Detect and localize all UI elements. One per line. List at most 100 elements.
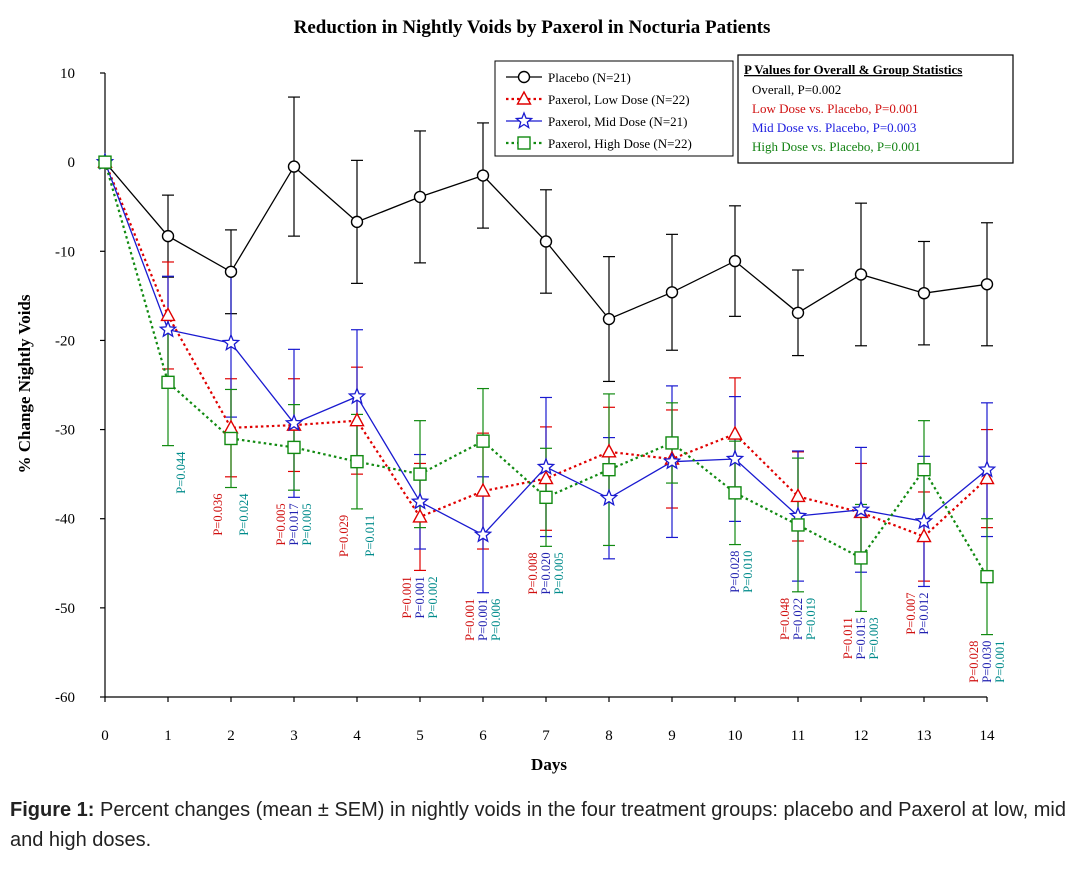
high-marker (665, 436, 679, 450)
p-value-label-high: P=0.044 (174, 451, 188, 494)
legend-marker-placebo (517, 70, 531, 84)
high-marker (476, 434, 490, 448)
x-tick-label: 8 (605, 728, 613, 744)
p-value-label-high: P=0.019 (804, 598, 818, 640)
p-value-label-high: P=0.001 (993, 641, 1007, 683)
mid-marker (410, 492, 430, 510)
p-value-label-low: P=0.005 (274, 503, 288, 545)
mid-marker (851, 500, 871, 518)
p-value-label-mid: P=0.022 (791, 598, 805, 640)
x-tick-label: 6 (479, 728, 487, 744)
stats-box-line: High Dose vs. Placebo, P=0.001 (752, 139, 921, 154)
stats-box-line: Low Dose vs. Placebo, P=0.001 (752, 101, 919, 116)
legend-marker-mid (514, 111, 534, 129)
p-value-label-mid: P=0.001 (476, 599, 490, 641)
placebo-marker (854, 268, 868, 281)
y-tick-label: -30 (55, 423, 75, 439)
mid-marker (977, 459, 997, 478)
p-value-label-high: P=0.005 (300, 503, 314, 545)
low-marker (979, 470, 995, 485)
chart-title: Reduction in Nightly Voids by Paxerol in… (294, 17, 771, 38)
p-value-label-low: P=0.036 (211, 494, 225, 536)
p-value-label-mid: P=0.012 (917, 593, 931, 635)
placebo-marker (161, 229, 175, 243)
p-value-label-low: P=0.007 (904, 593, 918, 635)
x-tick-label: 10 (728, 728, 743, 744)
placebo-marker (287, 160, 301, 173)
y-tick-label: -10 (55, 244, 75, 260)
mid-marker (599, 488, 619, 507)
stats-box-line: Overall, P=0.002 (752, 82, 841, 97)
high-marker (980, 569, 994, 584)
placebo-marker (224, 265, 238, 278)
p-value-label-low: P=0.011 (841, 617, 855, 659)
p-value-label-mid: P=0.020 (539, 552, 553, 594)
mid-marker (914, 511, 934, 530)
p-value-label-mid: P=0.015 (854, 617, 868, 659)
legend-label-placebo: Placebo (N=21) (548, 70, 631, 85)
p-value-label-mid: P=0.030 (980, 641, 994, 683)
p-value-label-high: P=0.024 (237, 493, 251, 536)
x-axis-label: Days (531, 755, 567, 774)
p-value-label-high: P=0.010 (741, 551, 755, 593)
caption-label: Figure 1: (10, 799, 95, 821)
stats-box-line: Mid Dose vs. Placebo, P=0.003 (752, 120, 916, 135)
placebo-marker (350, 215, 364, 229)
legend-label-high: Paxerol, High Dose (N=22) (548, 136, 692, 151)
placebo-marker (476, 169, 490, 182)
stats-box-title: P Values for Overall & Group Statistics (744, 62, 962, 77)
legend: Placebo (N=21) Paxerol, Low Dose (N=22) Pa… (494, 60, 734, 157)
high-marker (854, 551, 868, 565)
figure-caption: Figure 1: Percent changes (mean ± SEM) i… (10, 795, 1070, 855)
low-marker (475, 482, 491, 497)
high-marker (161, 375, 175, 390)
p-value-label-high: P=0.003 (867, 617, 881, 659)
legend-label-mid: Paxerol, Mid Dose (N=21) (548, 114, 687, 129)
x-tick-label: 12 (854, 728, 869, 744)
low-marker (727, 425, 743, 440)
low-marker (916, 528, 932, 543)
y-tick-label: -20 (55, 333, 75, 349)
mid-marker (473, 525, 493, 543)
high-marker (98, 155, 112, 169)
p-value-label-low: P=0.029 (337, 515, 351, 557)
mid-marker (536, 457, 556, 475)
legend-marker-high (517, 136, 531, 150)
p-value-label-low: P=0.001 (463, 599, 477, 641)
p-value-label-high: P=0.006 (489, 599, 503, 641)
placebo-marker (728, 254, 742, 268)
high-marker (287, 440, 301, 455)
y-tick-label: -60 (55, 690, 75, 706)
high-marker (224, 431, 238, 446)
mid-marker (662, 451, 682, 470)
x-tick-label: 14 (980, 728, 996, 744)
low-marker (601, 443, 617, 458)
high-marker (791, 518, 805, 532)
x-tick-label: 11 (791, 728, 805, 744)
y-tick-label: -50 (55, 601, 75, 617)
mid-marker (347, 386, 367, 405)
p-value-label-mid: P=0.001 (413, 576, 427, 618)
x-tick-label: 13 (917, 728, 932, 744)
p-value-label-low: P=0.028 (967, 641, 981, 683)
x-tick-label: 2 (227, 728, 235, 744)
x-tick-label: 1 (164, 728, 172, 744)
placebo-marker (539, 235, 553, 248)
p-value-label-high: P=0.002 (426, 576, 440, 618)
placebo-marker (665, 286, 679, 299)
p-value-label-high: P=0.011 (363, 515, 377, 557)
low-marker (538, 470, 554, 485)
high-marker (350, 454, 364, 469)
chart: Reduction in Nightly Voids by Paxerol in… (15, 17, 1014, 774)
mid-marker (284, 413, 304, 432)
p-value-label-low: P=0.048 (778, 598, 792, 640)
x-tick-label: 5 (416, 728, 424, 744)
low-marker (160, 306, 176, 322)
p-value-label-mid: P=0.017 (287, 503, 301, 545)
high-marker (728, 486, 742, 500)
y-tick-label: 0 (68, 155, 76, 171)
placebo-marker (413, 190, 427, 204)
low-marker (349, 412, 365, 427)
x-tick-label: 0 (101, 728, 109, 744)
